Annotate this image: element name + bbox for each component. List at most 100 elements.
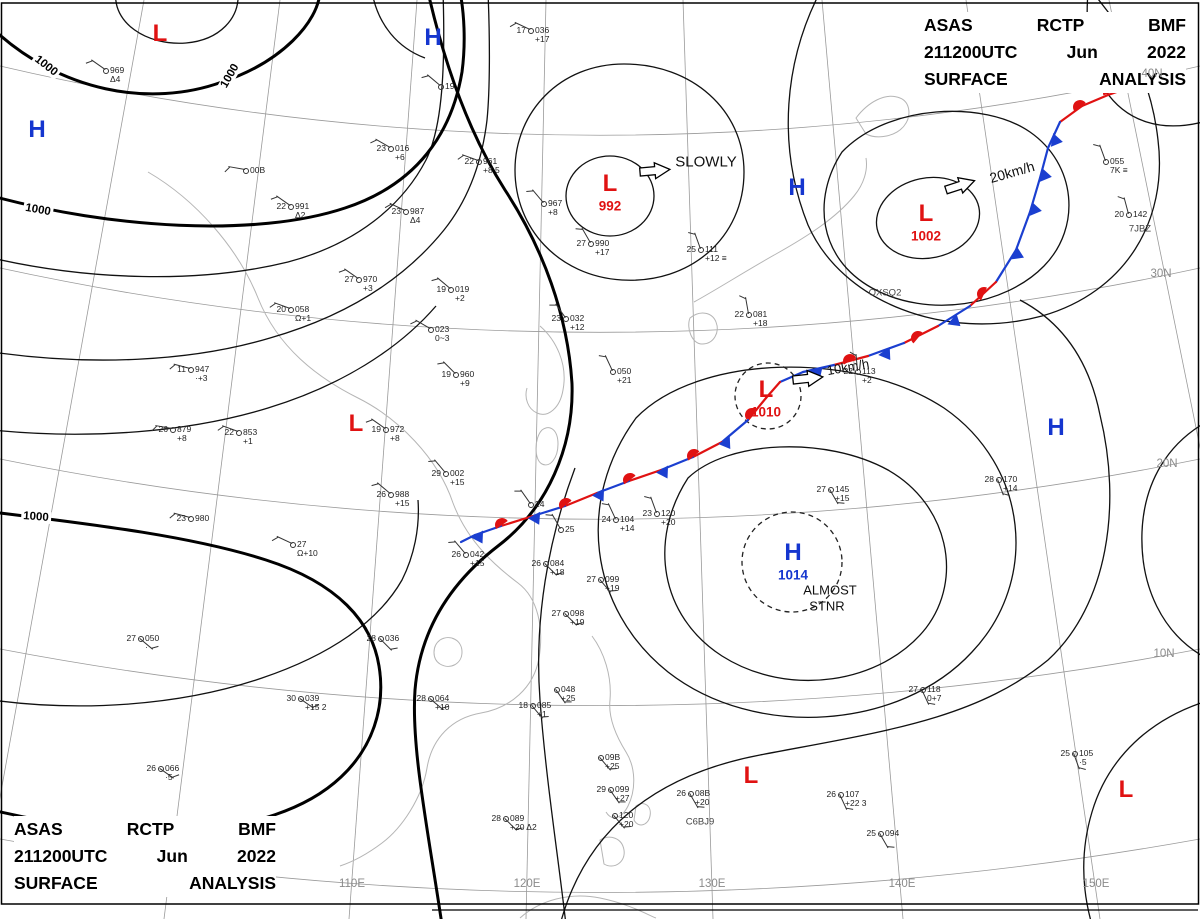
pressure-center-l: L bbox=[152, 20, 168, 47]
front-segment bbox=[459, 533, 477, 544]
meridian bbox=[0, 0, 145, 800]
isobar bbox=[0, 499, 420, 707]
station-circle bbox=[236, 430, 242, 436]
station-pressure: 066 bbox=[165, 763, 180, 773]
station-temp: 26 bbox=[676, 788, 686, 798]
station-extra: +6 bbox=[395, 152, 405, 162]
station-pressure: 961 bbox=[483, 156, 498, 166]
station-extra: +8 bbox=[548, 207, 558, 217]
station-circle bbox=[188, 367, 194, 373]
isobar-992-outer bbox=[514, 63, 745, 281]
station-extra: +27 bbox=[615, 793, 630, 803]
station-extra: +25 bbox=[605, 761, 620, 771]
pressure-center-h: H bbox=[28, 116, 46, 143]
cold-front-triangle bbox=[718, 435, 731, 450]
cold-front-triangle bbox=[947, 313, 961, 327]
parallel-40n bbox=[0, 65, 1200, 136]
station-pressure: 050 bbox=[145, 633, 160, 643]
station-temp: 22 bbox=[734, 309, 744, 319]
station-temp: 23 bbox=[176, 513, 186, 523]
pressure-center-h: H bbox=[1047, 414, 1065, 441]
station-temp: 23 bbox=[551, 313, 561, 323]
latitude-label: 20N bbox=[1156, 458, 1178, 470]
parallel-30n bbox=[0, 267, 1200, 333]
station-temp: 25 bbox=[686, 244, 696, 254]
station-temp: 20 bbox=[276, 304, 286, 314]
station-circle bbox=[428, 327, 434, 333]
latitude-label: 40N bbox=[1141, 68, 1163, 80]
coast-taiwan bbox=[535, 427, 559, 466]
station-extra: +15 bbox=[395, 498, 410, 508]
coast-japan-honshu bbox=[693, 157, 867, 303]
warm-front-semicircle bbox=[745, 408, 758, 420]
station-pressure: 104 bbox=[620, 514, 635, 524]
station-temp: 28 bbox=[366, 633, 376, 643]
isobar bbox=[787, 0, 1160, 325]
station-extra: +10 bbox=[435, 702, 450, 712]
station-temp: 24 bbox=[601, 514, 611, 524]
station-temp: 25 bbox=[1060, 748, 1070, 758]
cold-front-triangle bbox=[1011, 246, 1024, 260]
pressure-center-l: L bbox=[348, 410, 364, 437]
station-pressure: 023 bbox=[435, 324, 450, 334]
station-temp: 26 bbox=[531, 558, 541, 568]
station-circle bbox=[243, 168, 249, 174]
station-pressure: 967 bbox=[548, 198, 563, 208]
station-extra: Δ2 bbox=[295, 210, 306, 220]
station-extra: +15 bbox=[450, 477, 465, 487]
station-circle bbox=[290, 542, 296, 548]
station-temp: 25 bbox=[866, 828, 876, 838]
front-segment bbox=[627, 468, 663, 483]
warm-front-semicircle bbox=[687, 449, 700, 461]
station-pressure: 016 bbox=[395, 143, 410, 153]
pressure-center-l: L bbox=[602, 170, 618, 197]
coast-philippines-island bbox=[599, 836, 625, 867]
station-extra: ·5 bbox=[1079, 757, 1087, 767]
station-extra: +8 5 bbox=[483, 165, 500, 175]
station-temp: 23 bbox=[391, 206, 401, 216]
station-extra: Ω+10 bbox=[297, 548, 318, 558]
station-pressure: 036 bbox=[385, 633, 400, 643]
station-pressure: 099 bbox=[615, 784, 630, 794]
station-pressure: 084 bbox=[550, 558, 565, 568]
station-extra: +9 bbox=[460, 378, 470, 388]
station-extra: +14 bbox=[620, 523, 635, 533]
longitude-label: 130E bbox=[698, 878, 726, 890]
station-pressure: 058 bbox=[295, 304, 310, 314]
station-temp: 26 bbox=[826, 789, 836, 799]
station-extra: +18 bbox=[753, 318, 768, 328]
station-extra: · bbox=[145, 642, 148, 652]
station-temp: 26 bbox=[451, 549, 461, 559]
station-circle bbox=[170, 427, 176, 433]
isobar-high-outer bbox=[597, 366, 1017, 718]
isobar-992-inner bbox=[565, 155, 655, 237]
title-line-1: ASAS RCTP BMF bbox=[14, 819, 276, 839]
meridian-150e bbox=[965, 0, 1101, 919]
station-pressure: 099 bbox=[605, 574, 620, 584]
station-temp: 18 bbox=[518, 700, 528, 710]
station-temp: 22 bbox=[224, 427, 234, 437]
cold-front-triangle bbox=[1039, 168, 1052, 182]
isobars-bold bbox=[0, 0, 574, 919]
station-pressure: 081 bbox=[753, 309, 768, 319]
station-pressure: 048 bbox=[561, 684, 576, 694]
coast-china bbox=[147, 171, 542, 867]
station-extra: +12 ≡ bbox=[705, 253, 727, 263]
station-pressure: 19 bbox=[445, 81, 455, 91]
station-pressure: 120 bbox=[619, 810, 634, 820]
coast-japan-hokkaido bbox=[855, 95, 910, 138]
pressure-center-h: H bbox=[424, 24, 442, 51]
front-segment bbox=[832, 354, 870, 367]
warm-front-semicircle bbox=[977, 287, 987, 301]
station-temp: 27 bbox=[126, 633, 136, 643]
station-temp: 27 bbox=[586, 574, 596, 584]
coastlines bbox=[147, 95, 910, 919]
station-extra: +15 2 bbox=[305, 702, 327, 712]
station-extra: +1 bbox=[537, 709, 547, 719]
front-segment bbox=[902, 324, 940, 345]
station-extra: Δ4 bbox=[410, 215, 421, 225]
station-temp: 27 bbox=[908, 684, 918, 694]
movement-arrow bbox=[791, 369, 825, 388]
